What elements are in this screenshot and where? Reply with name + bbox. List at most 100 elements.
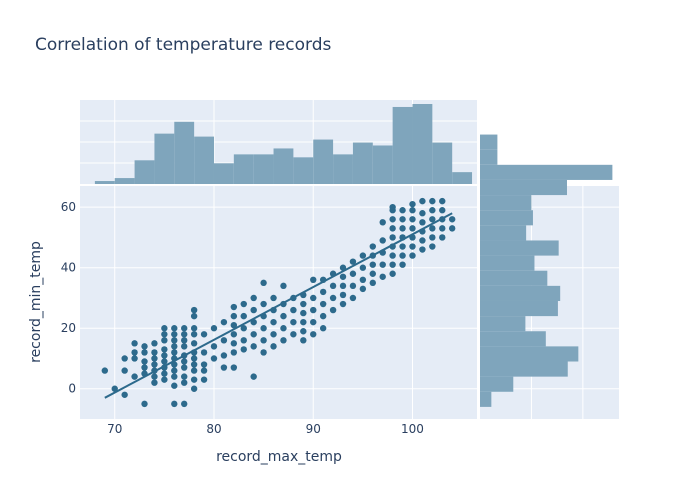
data-point [220, 318, 228, 326]
data-point [439, 207, 446, 214]
histogram-bar [194, 136, 214, 184]
scatter-gridlines [80, 186, 477, 419]
data-point [448, 216, 456, 223]
y-tick-label: 40 [61, 261, 76, 275]
y-tick-label: 60 [61, 200, 76, 214]
data-point [161, 346, 168, 353]
data-point [280, 312, 287, 320]
x-tick-label: 90 [306, 422, 321, 436]
data-point [310, 306, 317, 314]
data-point [250, 343, 257, 350]
data-point [131, 349, 138, 356]
data-point [181, 343, 188, 350]
histogram-bar [333, 154, 353, 184]
data-point [290, 331, 297, 338]
data-point [270, 331, 277, 338]
data-point [151, 349, 158, 356]
data-point [369, 279, 376, 287]
data-point [230, 312, 238, 320]
data-point [151, 373, 158, 380]
data-point [429, 216, 436, 223]
data-point [429, 225, 436, 232]
data-point [260, 337, 267, 344]
histogram-bar [114, 178, 135, 184]
x-tick-label: 100 [401, 422, 424, 436]
data-point [181, 337, 188, 344]
data-point [260, 300, 267, 308]
right-histogram [480, 134, 619, 419]
data-point [389, 261, 396, 268]
data-point [161, 337, 168, 344]
y-axis-title: record_min_temp [28, 241, 44, 363]
data-point [419, 246, 426, 253]
data-point [131, 340, 138, 347]
data-point [419, 210, 426, 217]
data-point [200, 361, 208, 368]
data-point [319, 288, 327, 296]
histogram-bar [480, 300, 558, 317]
data-point [181, 364, 188, 371]
data-point [250, 331, 257, 338]
data-point [409, 252, 416, 259]
data-point [349, 282, 357, 290]
histogram-bar [480, 255, 535, 271]
data-point [171, 361, 178, 368]
x-tick-label: 70 [107, 422, 122, 436]
data-point [190, 340, 198, 347]
data-point [210, 343, 218, 350]
data-point [111, 385, 118, 392]
data-point [399, 225, 406, 232]
data-point [121, 367, 128, 374]
trendline [104, 212, 453, 399]
data-point [250, 373, 257, 380]
y-tick-label: 0 [68, 382, 76, 396]
data-point [389, 252, 396, 259]
histogram-bar [253, 154, 274, 184]
histogram-bar [480, 285, 561, 301]
data-point [409, 225, 416, 232]
data-point [369, 270, 376, 277]
data-point [290, 318, 297, 326]
data-point [121, 355, 128, 362]
data-point [389, 203, 396, 211]
data-point [220, 337, 228, 344]
data-point [181, 358, 188, 365]
data-point [240, 325, 247, 332]
histogram-bar [452, 172, 473, 184]
histogram-bar [480, 225, 527, 241]
data-point [131, 355, 138, 362]
data-point [171, 382, 178, 389]
data-point [310, 294, 317, 302]
data-point [349, 294, 357, 302]
data-point [359, 252, 367, 259]
data-point [399, 252, 406, 259]
data-point [369, 243, 376, 250]
histogram-bar [480, 195, 532, 211]
histogram-bar [213, 163, 234, 184]
histogram-bar [154, 133, 175, 184]
data-point [389, 270, 396, 277]
data-point [319, 300, 327, 308]
histogram-bar [174, 121, 195, 184]
data-point [230, 349, 238, 356]
data-point [339, 273, 347, 280]
data-point [210, 325, 218, 332]
data-point [151, 379, 158, 386]
data-point [151, 355, 158, 362]
data-point [429, 207, 436, 214]
data-point [319, 325, 327, 332]
data-point [210, 355, 218, 362]
data-point [419, 219, 426, 226]
data-point [448, 225, 456, 232]
data-point [131, 373, 138, 380]
data-point [190, 385, 198, 392]
data-point [230, 331, 238, 338]
data-point [200, 331, 208, 338]
y-axis-ticks: 0 20 40 60 [61, 200, 76, 396]
data-point [409, 243, 416, 250]
histogram-bar [480, 391, 492, 407]
right-histogram-bars [480, 134, 613, 407]
data-point [399, 207, 406, 214]
histogram-bar [273, 148, 294, 184]
data-point [190, 361, 198, 368]
